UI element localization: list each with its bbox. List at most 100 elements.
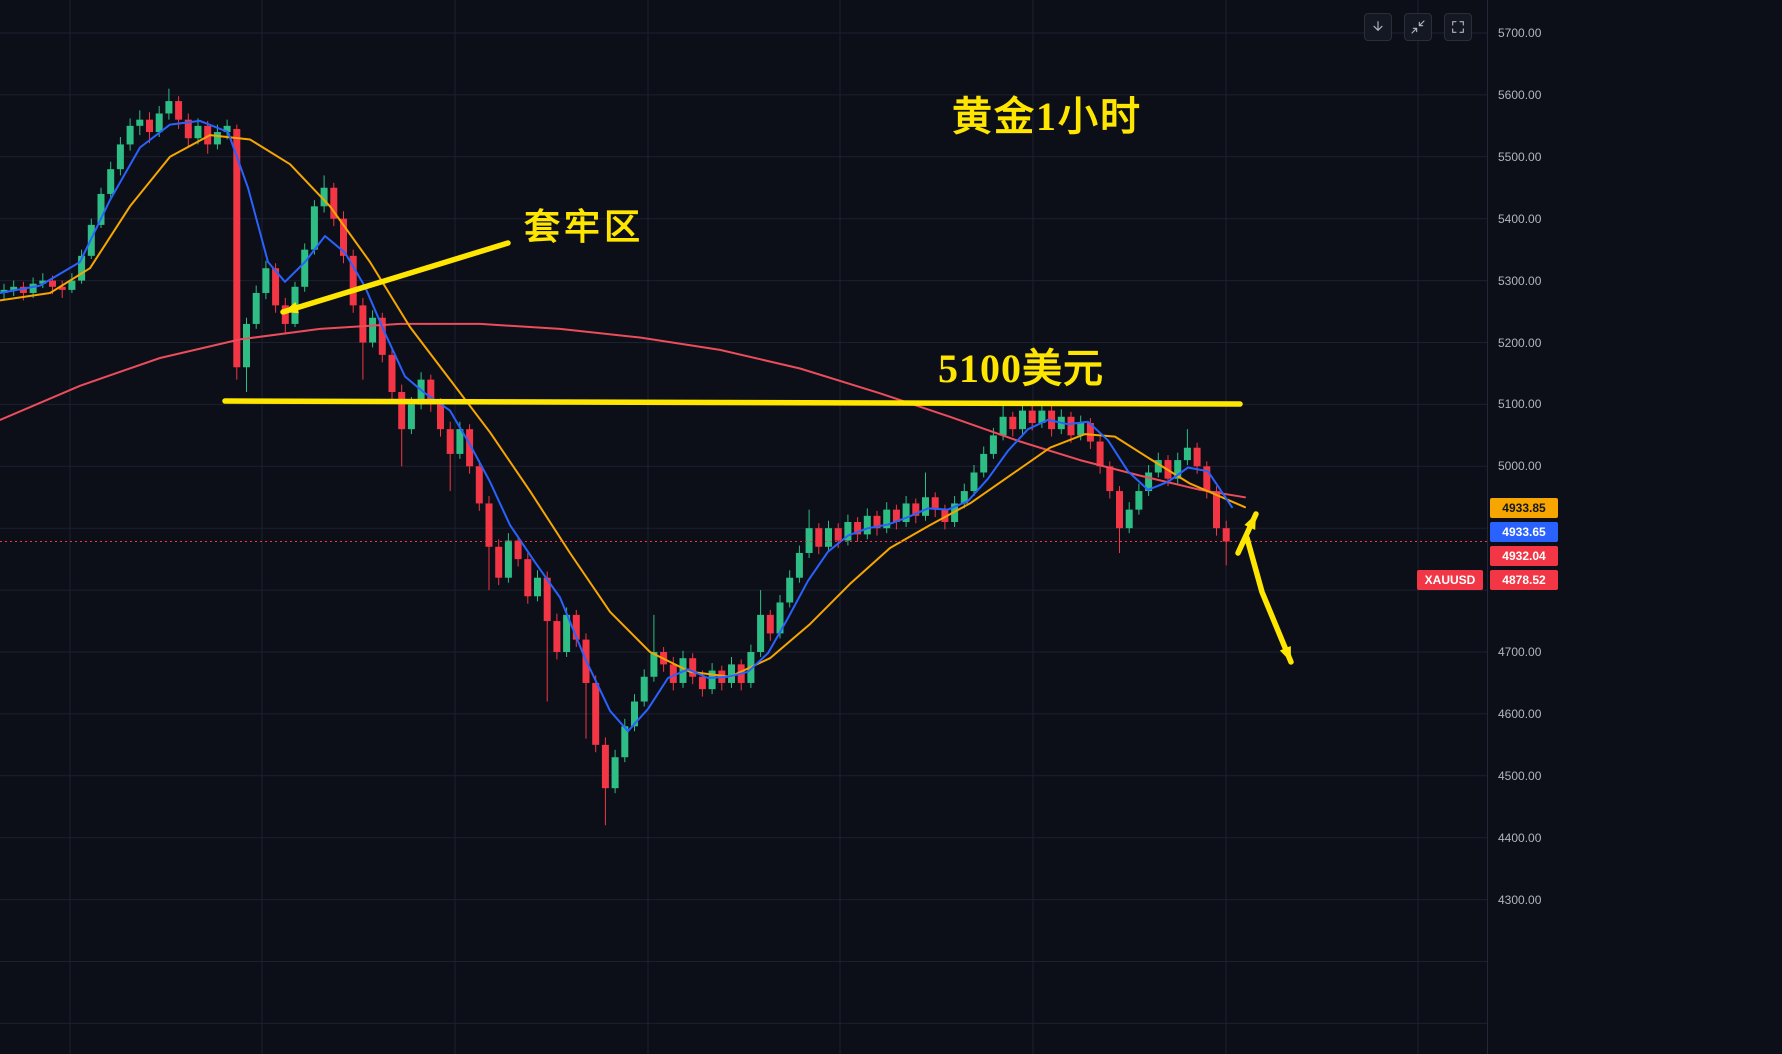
candle-body bbox=[437, 404, 444, 430]
candle-body bbox=[1038, 410, 1046, 423]
candle-body bbox=[883, 509, 891, 529]
price-axis-label: 4500.00 bbox=[1498, 768, 1542, 783]
candle-body bbox=[854, 522, 862, 535]
price-axis-label: 5200.00 bbox=[1498, 335, 1542, 350]
candle-body bbox=[1116, 491, 1123, 529]
candle-body bbox=[446, 429, 454, 454]
candle-body bbox=[369, 317, 377, 343]
ma-blue-price-badge: 4933.65 bbox=[1490, 522, 1558, 542]
candle-body bbox=[427, 379, 435, 405]
candle-body bbox=[892, 509, 900, 523]
price-axis-separator bbox=[1487, 0, 1488, 1054]
candle-body bbox=[1135, 491, 1143, 510]
drop-arrow bbox=[1244, 535, 1294, 665]
candle-body bbox=[475, 466, 483, 504]
candle-body bbox=[805, 528, 813, 553]
candle-body bbox=[863, 515, 871, 535]
candle-body bbox=[320, 187, 328, 207]
candle-body bbox=[301, 249, 309, 287]
candle-body bbox=[1019, 410, 1026, 430]
candle-body bbox=[1203, 466, 1211, 492]
candle-body bbox=[175, 101, 183, 120]
candle-body bbox=[243, 323, 250, 368]
candle-body bbox=[611, 757, 619, 789]
chart-mini-toolbar bbox=[1364, 13, 1472, 41]
resistance-level-label: 5100美元 bbox=[938, 346, 1104, 391]
price-axis-label: 5700.00 bbox=[1498, 26, 1542, 40]
download-button[interactable] bbox=[1364, 13, 1392, 41]
candle-body bbox=[999, 416, 1007, 436]
candle-body bbox=[873, 515, 881, 529]
candle-body bbox=[116, 144, 124, 170]
ma-mid-yellow-line bbox=[0, 134, 1246, 678]
candle-body bbox=[78, 255, 86, 281]
candle-body bbox=[1174, 460, 1182, 479]
zone-arrow bbox=[280, 240, 511, 315]
candle-body bbox=[97, 193, 105, 225]
candle-body bbox=[766, 614, 774, 634]
price-axis[interactable]: 5700.00 5600.00 5500.00 5400.00 5300.00 5200.… bbox=[1488, 0, 1782, 1054]
candle-body bbox=[146, 119, 153, 133]
candle-body bbox=[29, 283, 37, 293]
candle-body bbox=[340, 218, 347, 256]
candle-body bbox=[213, 132, 221, 145]
candle-body bbox=[310, 206, 318, 250]
candle-body bbox=[407, 404, 415, 430]
candle-body bbox=[378, 317, 386, 355]
candle-body bbox=[572, 614, 580, 640]
candle-body bbox=[543, 577, 551, 622]
candle-body bbox=[601, 744, 609, 789]
candle-body bbox=[776, 602, 784, 634]
candle-body bbox=[126, 125, 134, 145]
candle-body bbox=[922, 497, 929, 516]
price-axis-label: 4600.00 bbox=[1498, 706, 1542, 721]
candle-body bbox=[621, 726, 629, 758]
fullscreen-button[interactable] bbox=[1444, 13, 1472, 41]
candle-body bbox=[1213, 491, 1220, 529]
candle-body bbox=[10, 286, 18, 290]
candle-body bbox=[825, 528, 832, 547]
candle-body bbox=[728, 664, 735, 683]
price-axis-label: 5100.00 bbox=[1498, 397, 1542, 412]
candle-body bbox=[989, 435, 997, 454]
symbol-badge: XAUUSD bbox=[1417, 570, 1483, 590]
candle-body bbox=[689, 658, 697, 677]
candle-body bbox=[398, 392, 406, 430]
candle-body bbox=[834, 528, 842, 541]
ma-yellow-price-badge: 4933.85 bbox=[1490, 498, 1558, 518]
candle-body bbox=[970, 472, 978, 492]
collapse-button[interactable] bbox=[1404, 13, 1432, 41]
candle-body bbox=[136, 119, 144, 126]
candle-body bbox=[281, 305, 289, 324]
price-axis-label: 4700.00 bbox=[1498, 645, 1542, 659]
candle-body bbox=[155, 113, 163, 133]
candle-body bbox=[815, 528, 823, 547]
candle-body bbox=[204, 125, 212, 145]
candle-body bbox=[39, 280, 47, 284]
candle-body bbox=[417, 379, 425, 405]
candle-body bbox=[795, 552, 803, 578]
ma-slow-red-line bbox=[0, 322, 1246, 499]
candle-body bbox=[252, 292, 260, 324]
arrow-head bbox=[1279, 646, 1291, 662]
price-axis-label: 5500.00 bbox=[1498, 149, 1542, 164]
candle-body bbox=[504, 540, 512, 578]
candle-body bbox=[223, 125, 231, 133]
candle-body bbox=[960, 491, 968, 504]
download-icon bbox=[1373, 21, 1383, 31]
candle-body bbox=[524, 559, 532, 597]
candle-body bbox=[165, 101, 173, 114]
candle-body bbox=[534, 577, 541, 597]
candle-body bbox=[1183, 447, 1191, 461]
candle-body bbox=[349, 255, 357, 306]
candle-body bbox=[233, 128, 241, 368]
candle-body bbox=[466, 429, 474, 467]
candle-body bbox=[456, 429, 464, 454]
candle-body bbox=[49, 280, 56, 287]
candle-body bbox=[1009, 416, 1017, 430]
arrow-head bbox=[1244, 514, 1256, 530]
candle-body bbox=[1067, 416, 1075, 436]
arrow-head bbox=[283, 302, 299, 314]
price-axis-label: 5400.00 bbox=[1498, 211, 1542, 226]
